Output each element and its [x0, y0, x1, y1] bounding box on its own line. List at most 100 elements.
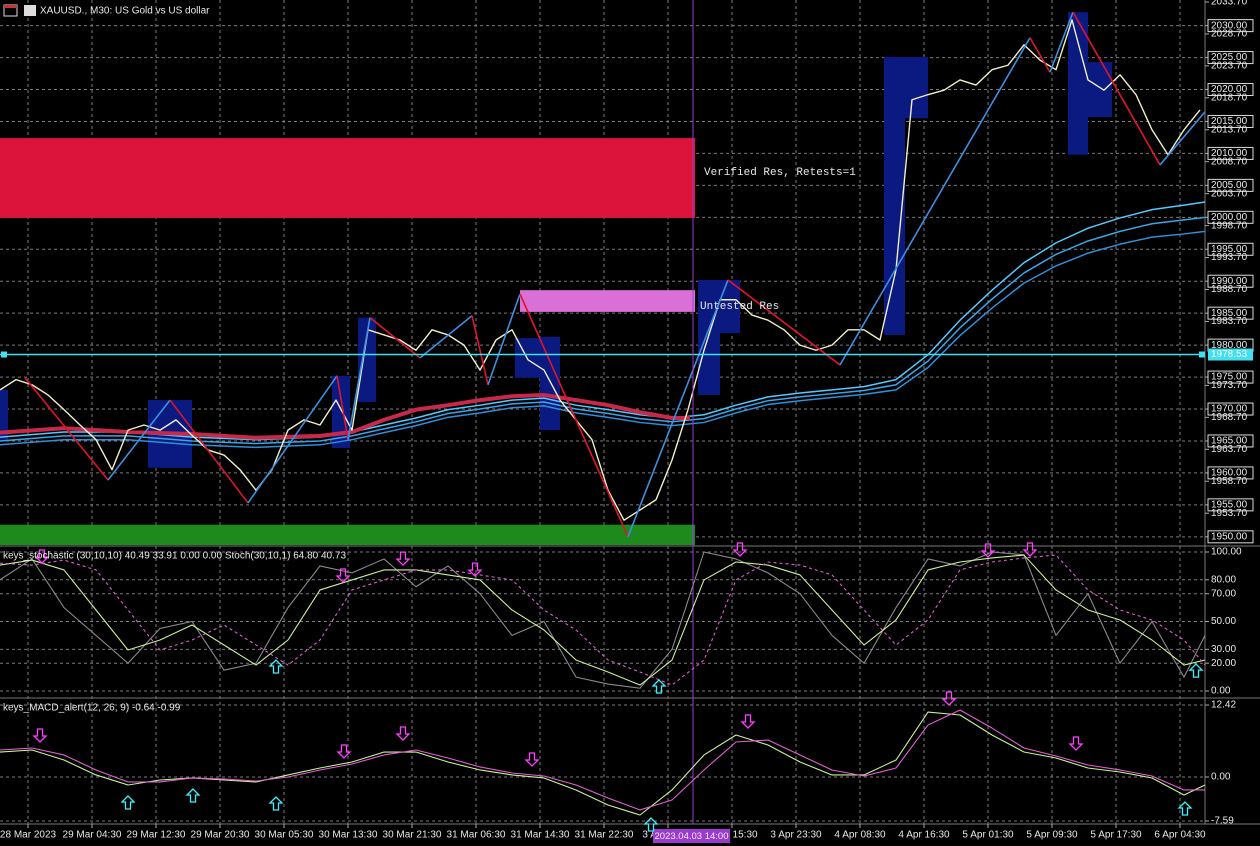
indicator-line	[0, 554, 1206, 686]
range-box	[540, 336, 560, 431]
y-tick-label: 2025.00	[1211, 52, 1248, 63]
y-tick-label: 1988.70	[1211, 284, 1248, 295]
y-tick-label: 1970.00	[1211, 404, 1248, 415]
sell-arrow	[1068, 736, 1084, 751]
y-tick-label: 2013.70	[1211, 124, 1248, 135]
x-tick-label: 31 Mar 22:30	[575, 830, 634, 841]
buy-arrow	[651, 679, 667, 694]
y-tick-label: 2003.70	[1211, 188, 1248, 199]
x-tick-label: 28 Mar 2023	[0, 830, 57, 841]
y-tick-box	[1207, 306, 1254, 320]
macd-title: keys_MACD_alert(12, 26, 9) -0.64 -0.99	[3, 703, 181, 714]
y-tick-label: 2020.00	[1211, 84, 1248, 95]
y-tick-box	[1207, 466, 1254, 480]
y-tick-label: 0.00	[1211, 772, 1231, 783]
sell-arrow	[336, 744, 352, 759]
y-tick-box	[1207, 114, 1254, 128]
y-tick-label: 0.00	[1211, 686, 1231, 697]
zone-label: Verified Res, Retests=1	[704, 167, 856, 179]
range-box	[0, 389, 8, 440]
zigzag-segment	[487, 293, 521, 386]
y-tick-label: 2028.70	[1211, 29, 1248, 40]
price-line-handle	[1199, 351, 1205, 358]
zigzag-segment	[1029, 37, 1051, 73]
indicator-line	[0, 554, 1206, 686]
y-tick-box	[1207, 178, 1254, 192]
x-tick-label: 31 Mar 06:30	[447, 830, 506, 841]
buy-arrow	[185, 788, 201, 803]
y-tick-label: 1968.70	[1211, 412, 1248, 423]
y-tick-label: 2018.70	[1211, 92, 1248, 103]
range-box	[1088, 62, 1112, 118]
y-tick-box	[1207, 210, 1254, 224]
zigzag-segment	[24, 377, 109, 481]
crosshair-time-label: 2023.04.03 14:00	[655, 831, 729, 842]
y-tick-label: 50.00	[1211, 616, 1236, 627]
y-tick-label: 1980.00	[1211, 340, 1248, 351]
y-tick-label: 1950.00	[1211, 531, 1248, 542]
y-tick-label: 2008.70	[1211, 156, 1248, 167]
y-tick-box	[1207, 370, 1254, 384]
y-tick-label: 1995.00	[1211, 244, 1248, 255]
y-tick-label: 2000.00	[1211, 212, 1248, 223]
y-tick-label: 1973.70	[1211, 380, 1248, 391]
y-tick-box	[1207, 51, 1254, 65]
x-tick-label: 5 Apr 09:30	[1026, 830, 1078, 841]
y-tick-box	[1207, 146, 1254, 160]
sell-arrow	[740, 714, 756, 729]
buy-arrow	[268, 659, 284, 674]
x-tick-label: 3 Apr 15:30	[706, 830, 758, 841]
zigzag-segment	[107, 399, 171, 481]
y-tick-label: 1963.70	[1211, 444, 1248, 455]
buy-arrow	[643, 817, 659, 832]
buy-arrow	[268, 796, 284, 811]
y-tick-label: 100.00	[1211, 547, 1242, 558]
x-tick-label: 29 Mar 12:30	[127, 830, 186, 841]
y-tick-label: 1958.70	[1211, 476, 1248, 487]
y-tick-label: 1985.00	[1211, 308, 1248, 319]
y-tick-label: 30.00	[1211, 644, 1236, 655]
range-box	[1068, 12, 1088, 155]
range-box	[332, 375, 350, 449]
x-tick-label: 29 Mar 20:30	[191, 830, 250, 841]
zigzag-segment	[247, 375, 338, 504]
zigzag-segment	[519, 293, 629, 538]
sell-arrow	[524, 752, 540, 767]
zigzag-segment	[347, 317, 371, 440]
sell-arrow	[32, 728, 48, 743]
y-tick-label: 1965.00	[1211, 436, 1248, 447]
range-box	[698, 279, 720, 395]
zigzag-segment	[627, 279, 729, 538]
current-price-label: 1978.53	[1211, 349, 1248, 360]
x-tick-label: 31 Mar 14:30	[511, 830, 570, 841]
zigzag-segment	[471, 315, 489, 385]
y-tick-label: 2033.70	[1211, 0, 1248, 8]
sell-arrow	[335, 568, 351, 583]
price-line	[0, 19, 1201, 521]
y-tick-box	[1207, 402, 1254, 416]
x-tick-label: 4 Apr 16:30	[898, 830, 950, 841]
indicator-line	[0, 551, 1206, 689]
icon-chart	[24, 5, 36, 16]
sell-arrow	[732, 542, 748, 557]
moving-average	[0, 392, 690, 440]
y-tick-label: 70.00	[1211, 588, 1236, 599]
y-tick-label: 1960.00	[1211, 468, 1248, 479]
zigzag-segment	[1049, 11, 1074, 73]
y-tick-label: 1983.70	[1211, 316, 1248, 327]
sell-arrow	[980, 543, 996, 558]
sell-arrow	[395, 726, 411, 741]
range-box	[905, 56, 928, 119]
y-tick-label: 2030.00	[1211, 20, 1248, 31]
zigzag-segment	[1159, 111, 1206, 166]
y-tick-box	[1207, 242, 1254, 256]
y-tick-label: 1993.70	[1211, 252, 1248, 263]
x-tick-label: 29 Mar 04:30	[63, 830, 122, 841]
sell-arrow	[1022, 542, 1038, 557]
zone-label: Untested Res	[700, 301, 779, 313]
sell-arrow	[941, 691, 957, 706]
moving-average	[0, 216, 1206, 445]
y-tick-label: 80.00	[1211, 574, 1236, 585]
